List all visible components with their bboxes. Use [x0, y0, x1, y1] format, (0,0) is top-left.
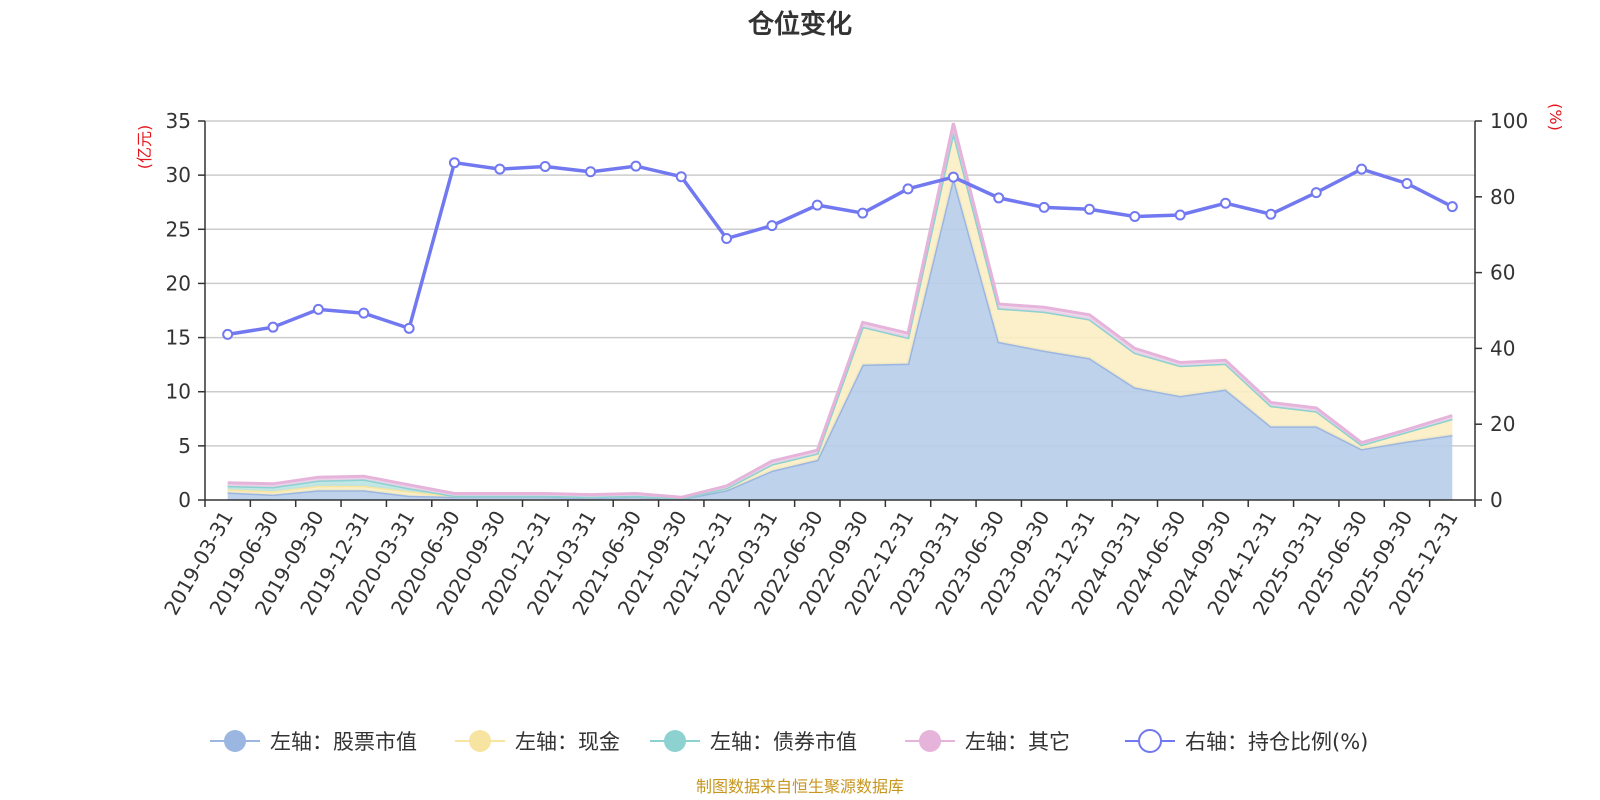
right-axis-tick-label: 40 [1490, 336, 1515, 360]
grid-lines [205, 120, 1475, 447]
legend-label: 左轴：债券市值 [710, 730, 857, 754]
stacked-areas [227, 122, 1453, 501]
area-左轴：股票市值 [227, 177, 1453, 501]
ratio-point [1401, 178, 1413, 190]
ratio-point [312, 303, 324, 315]
right-axis-tick-label: 100 [1490, 109, 1528, 133]
ratio-point [993, 192, 1005, 204]
right-axis-unit: (%) [1546, 103, 1565, 131]
legend-marker [664, 730, 686, 752]
ratio-point [1174, 209, 1186, 221]
ratio-point [1356, 163, 1368, 175]
left-axis-tick-label: 5 [178, 434, 191, 458]
left-axis-tick-label: 20 [166, 271, 191, 295]
ratio-point [1129, 211, 1141, 223]
left-axis-tick-label: 15 [166, 326, 191, 350]
right-axis-tick-label: 80 [1490, 185, 1515, 209]
ratio-point [902, 183, 914, 195]
chart-title: 仓位变化 [747, 9, 852, 40]
legend: 左轴：股票市值 左轴：现金 左轴：债券市值 左轴：其它 右轴：持仓比例(%) [210, 729, 1368, 754]
legend-label: 右轴：持仓比例(%) [1185, 730, 1368, 754]
right-axis-tick-label: 20 [1490, 412, 1515, 436]
left-axis-tick-label: 30 [166, 163, 191, 187]
ratio-point [358, 307, 370, 319]
ratio-point [766, 220, 778, 232]
ratio-point [947, 171, 959, 183]
axes: 051015202530350204060801002019-03-312019… [159, 109, 1528, 619]
position-ratio-series [222, 157, 1458, 340]
ratio-point [630, 160, 642, 172]
ratio-point [857, 207, 869, 219]
ratio-line [227, 160, 1454, 337]
ratio-point [1083, 203, 1095, 215]
left-axis-tick-label: 25 [166, 217, 191, 241]
legend-marker [469, 730, 491, 752]
left-axis-tick-label: 35 [166, 109, 191, 133]
legend-label: 左轴：股票市值 [270, 730, 417, 754]
ratio-point [222, 328, 234, 340]
data-source-note: 制图数据来自恒生聚源数据库 [696, 777, 904, 796]
legend-label: 左轴：其它 [965, 730, 1070, 754]
ratio-point [1220, 197, 1232, 209]
legend-label: 左轴：现金 [515, 730, 620, 754]
ratio-point [585, 166, 597, 178]
right-axis-tick-label: 0 [1490, 488, 1503, 512]
left-axis-tick-label: 10 [166, 380, 191, 404]
ratio-point [448, 157, 460, 169]
area-line-左轴：其它 [227, 122, 1453, 499]
ratio-point [1265, 208, 1277, 220]
legend-marker [1138, 729, 1162, 753]
ratio-point [811, 199, 823, 211]
ratio-point [403, 322, 415, 334]
ratio-point [1310, 187, 1322, 199]
ratio-point [1038, 201, 1050, 213]
ratio-point [721, 232, 733, 244]
ratio-point [539, 160, 551, 172]
ratio-point [494, 163, 506, 175]
legend-marker [919, 730, 941, 752]
legend-marker [224, 730, 246, 752]
ratio-point [1446, 201, 1458, 213]
left-axis-tick-label: 0 [178, 488, 191, 512]
ratio-point [267, 321, 279, 333]
ratio-point [675, 171, 687, 183]
right-axis-tick-label: 60 [1490, 261, 1515, 285]
left-axis-unit: (亿元) [135, 125, 154, 170]
